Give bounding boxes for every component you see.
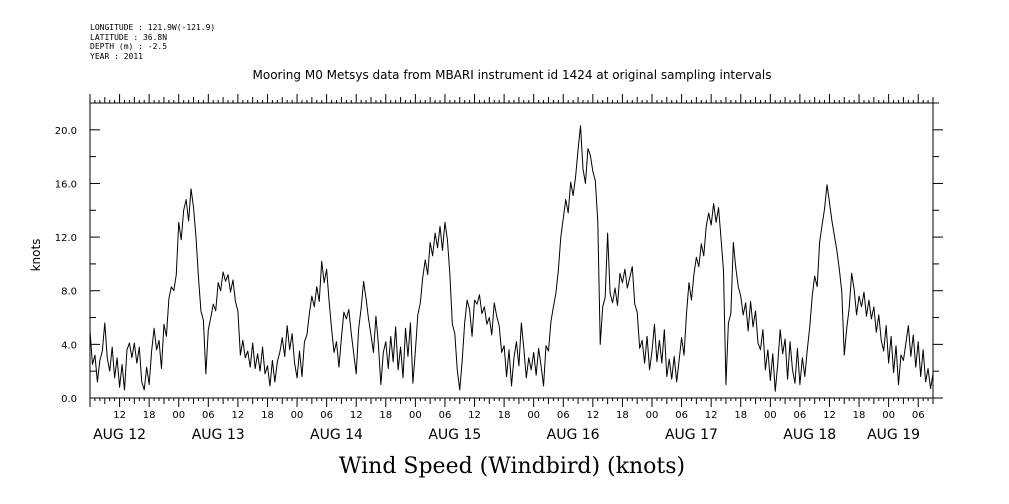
x-tick-label: 00	[527, 410, 540, 421]
x-axis-title: Wind Speed (Windbird) (knots)	[338, 454, 686, 479]
metadata-latitude: LATITUDE : 36.8N	[90, 32, 168, 42]
x-tick-label: 00	[172, 410, 185, 421]
x-tick-label: 18	[261, 410, 274, 421]
x-tick-label: 12	[823, 410, 836, 421]
x-date-label: AUG 17	[665, 427, 718, 443]
x-tick-label: 18	[734, 410, 747, 421]
x-date-label: AUG 16	[547, 427, 600, 443]
y-tick-label: 20.0	[55, 126, 77, 137]
x-date-label: AUG 13	[192, 427, 245, 443]
y-tick-label: 12.0	[55, 233, 77, 244]
x-tick-label: 18	[379, 410, 392, 421]
metadata-block: LONGITUDE : 121.9W(-121.9) LATITUDE : 36…	[90, 23, 215, 61]
x-tick-label: 12	[113, 410, 126, 421]
x-tick-label: 12	[350, 410, 363, 421]
x-tick-label: 00	[409, 410, 422, 421]
x-tick-label: 06	[794, 410, 807, 421]
x-tick-label: 18	[616, 410, 629, 421]
x-tick-label: 06	[912, 410, 925, 421]
y-tick-label: 0.0	[61, 394, 77, 405]
x-tick-label: 06	[675, 410, 688, 421]
x-tick-label: 12	[705, 410, 718, 421]
x-tick-label: 12	[232, 410, 245, 421]
x-tick-label: 18	[498, 410, 511, 421]
x-date-label: AUG 18	[783, 427, 836, 443]
x-tick-label: 12	[468, 410, 481, 421]
x-tick-label: 06	[202, 410, 215, 421]
y-tick-label: 4.0	[61, 340, 77, 351]
y-axis-label: knots	[29, 239, 43, 272]
chart-title: Mooring M0 Metsys data from MBARI instru…	[252, 68, 772, 82]
y-tick-label: 16.0	[55, 179, 77, 190]
x-tick-label: 00	[882, 410, 895, 421]
x-date-label: AUG 19	[867, 427, 920, 443]
x-tick-label: 06	[439, 410, 452, 421]
metadata-depth: DEPTH (m) : -2.5	[90, 42, 168, 51]
x-date-label: AUG 14	[310, 427, 363, 443]
x-date-label: AUG 12	[93, 427, 146, 443]
x-date-label: AUG 15	[428, 427, 481, 443]
plot-frame	[89, 102, 934, 399]
x-tick-label: 00	[764, 410, 777, 421]
x-tick-label: 06	[557, 410, 570, 421]
y-tick-label: 8.0	[61, 287, 77, 298]
metadata-longitude: LONGITUDE : 121.9W(-121.9)	[90, 23, 216, 32]
x-tick-label: 00	[291, 410, 304, 421]
x-tick-label: 12	[586, 410, 599, 421]
series-line-0	[89, 125, 934, 392]
x-tick-label: 18	[853, 410, 866, 421]
x-tick-label: 18	[143, 410, 156, 421]
series-layer	[89, 125, 934, 392]
chart-axes: 0.0 4.0 8.0 12.0 16.0 20.0 12 18 00 06 12 18 00 06 12 1…	[55, 94, 943, 443]
metadata-year: YEAR : 2011	[90, 51, 143, 61]
x-tick-label: 06	[320, 410, 333, 421]
x-tick-label: 00	[646, 410, 659, 421]
